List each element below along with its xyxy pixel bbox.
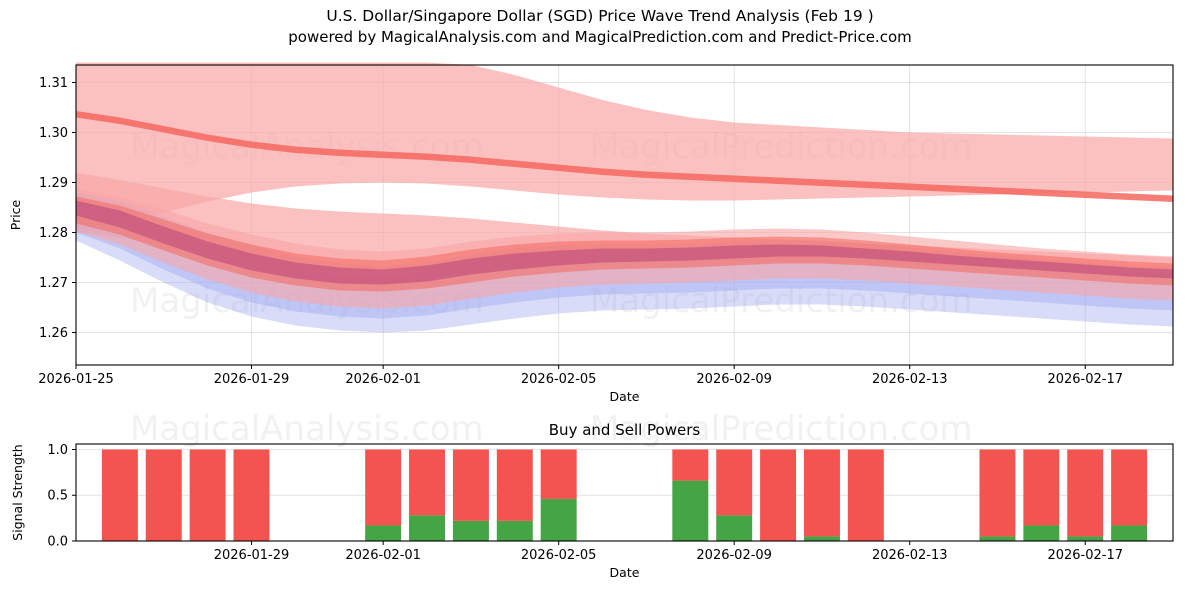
x-axis-title: Date — [610, 389, 640, 404]
table-row[interactable] — [979, 449, 1016, 541]
y-tick-label: 1.27 — [39, 276, 68, 291]
bar-buy-power[interactable] — [496, 520, 533, 541]
table-row[interactable] — [145, 449, 182, 541]
chart-title-block: U.S. Dollar/Singapore Dollar (SGD) Price… — [0, 6, 1200, 48]
x-tick-label: 2026-01-29 — [214, 548, 290, 563]
bar-sell-power[interactable] — [233, 449, 270, 541]
table-row[interactable] — [452, 449, 489, 541]
bar-sell-power[interactable] — [496, 449, 533, 521]
bar-buy-power[interactable] — [540, 498, 577, 541]
table-row[interactable] — [1111, 449, 1148, 541]
x-tick-label: 2026-02-09 — [696, 372, 772, 387]
bar-sell-power[interactable] — [189, 449, 226, 541]
bar-sell-power[interactable] — [716, 449, 753, 516]
bar-buy-power[interactable] — [365, 525, 402, 541]
bar-buy-power[interactable] — [672, 480, 709, 541]
bar-sell-power[interactable] — [760, 449, 797, 541]
x-tick-label: 2026-02-17 — [1047, 372, 1123, 387]
bar-sell-power[interactable] — [101, 449, 138, 541]
table-row[interactable] — [189, 449, 226, 541]
table-row[interactable] — [1067, 449, 1104, 541]
bar-sell-power[interactable] — [1111, 449, 1148, 526]
bar-sell-power[interactable] — [452, 449, 489, 521]
y-tick-label: 1.28 — [39, 226, 68, 241]
bar-sell-power[interactable] — [145, 449, 182, 541]
table-row[interactable] — [672, 449, 709, 541]
bar-sell-power[interactable] — [1023, 449, 1060, 526]
y-tick-label: 1.26 — [39, 326, 68, 341]
y-tick-label: 1.0 — [47, 443, 68, 458]
y-tick-label: 0.5 — [47, 489, 68, 504]
x-tick-label: 2026-02-13 — [872, 372, 948, 387]
x-tick-label: 2026-01-25 — [38, 372, 114, 387]
table-row[interactable] — [496, 449, 533, 541]
table-row[interactable] — [803, 449, 840, 541]
y-tick-label: 0.0 — [47, 535, 68, 550]
page-title: U.S. Dollar/Singapore Dollar (SGD) Price… — [326, 7, 874, 25]
bar-sell-power[interactable] — [1067, 449, 1104, 537]
x-tick-label: 2026-02-01 — [345, 548, 421, 563]
bar-sell-power[interactable] — [365, 449, 402, 526]
x-tick-label: 2026-02-17 — [1047, 548, 1123, 563]
bar-buy-power[interactable] — [716, 515, 753, 541]
bar-buy-power[interactable] — [452, 520, 489, 541]
table-row[interactable] — [716, 449, 753, 541]
bar-buy-power[interactable] — [1111, 525, 1148, 541]
page-subtitle: powered by MagicalAnalysis.com and Magic… — [288, 28, 912, 46]
y-tick-label: 1.30 — [39, 126, 68, 141]
y-tick-label: 1.31 — [39, 76, 68, 91]
bar-sell-power[interactable] — [672, 449, 709, 481]
bar-sell-power[interactable] — [540, 449, 577, 499]
table-row[interactable] — [540, 449, 577, 541]
table-row[interactable] — [409, 449, 446, 541]
plot-frame — [75, 64, 1174, 366]
bar-sell-power[interactable] — [803, 449, 840, 537]
watermark-text: MagicalPrediction.com — [590, 281, 973, 321]
watermark-text: MagicalAnalysis.com — [130, 409, 484, 449]
table-row[interactable] — [847, 449, 884, 541]
x-tick-label: 2026-02-01 — [345, 372, 421, 387]
table-row[interactable] — [1023, 449, 1060, 541]
bar-buy-power[interactable] — [409, 515, 446, 541]
y-axis-title: Price — [8, 199, 23, 230]
bar-buy-power[interactable] — [1023, 525, 1060, 541]
x-tick-label: 2026-02-13 — [872, 548, 948, 563]
band-lower-red-mid — [76, 196, 1173, 292]
table-row[interactable] — [233, 449, 270, 541]
band-upper-center-line — [76, 111, 1173, 202]
plot-frame — [75, 443, 1174, 542]
bar-buy-power[interactable] — [1067, 536, 1104, 541]
table-row[interactable] — [101, 449, 138, 541]
y-axis-title: Signal Strength — [10, 444, 25, 540]
bar-buy-power[interactable] — [979, 536, 1016, 541]
bar-sell-power[interactable] — [409, 449, 446, 516]
panel-title-buy-sell: Buy and Sell Powers — [549, 421, 701, 439]
x-tick-label: 2026-02-09 — [696, 548, 772, 563]
watermark-text: MagicalPrediction.com — [590, 409, 973, 449]
bar-sell-power[interactable] — [979, 449, 1016, 537]
bar-buy-power[interactable] — [803, 536, 840, 541]
x-tick-label: 2026-01-29 — [214, 372, 290, 387]
y-tick-label: 1.29 — [39, 176, 68, 191]
table-row[interactable] — [365, 449, 402, 541]
x-tick-label: 2026-02-05 — [521, 372, 597, 387]
x-tick-label: 2026-02-05 — [521, 548, 597, 563]
x-axis-title: Date — [610, 565, 640, 580]
table-row[interactable] — [760, 449, 797, 541]
bar-sell-power[interactable] — [847, 449, 884, 541]
